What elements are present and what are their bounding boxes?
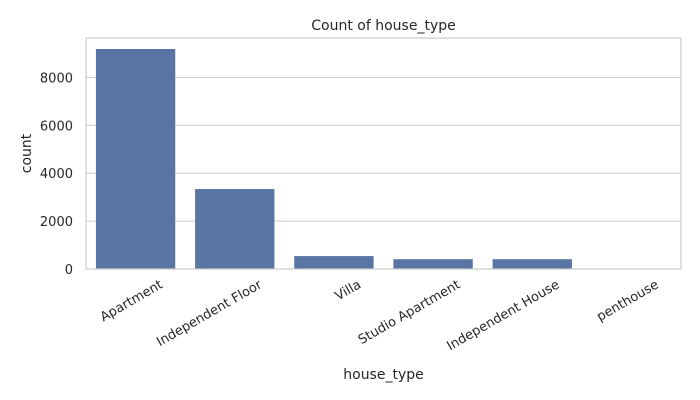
y-tick-label: 4000 [40,167,73,182]
y-tick-label: 2000 [40,215,73,230]
y-tick-label: 6000 [40,119,73,134]
bar [294,256,374,269]
bar [492,259,572,269]
x-tick-label: Studio Apartment [356,277,463,348]
bar [393,259,473,269]
y-axis-label: count [19,133,35,173]
bar [95,49,176,269]
y-tick-label: 8000 [40,71,73,86]
chart-title: Count of house_type [311,18,455,34]
x-tick-label: Villa [333,277,364,304]
x-tick-label: Apartment [98,277,166,325]
bar [195,189,275,269]
x-tick-label: penthouse [594,277,661,324]
plot-frame [85,37,682,270]
x-tick-label: Independent Floor [154,277,265,350]
x-axis-label: house_type [343,367,424,383]
y-tick-label: 0 [65,263,73,278]
